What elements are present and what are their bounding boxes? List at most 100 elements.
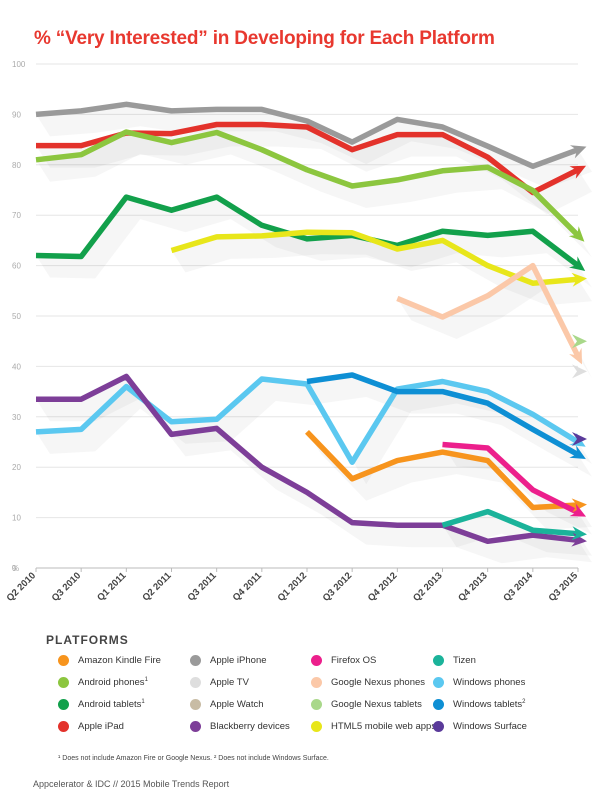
y-tick-label: 20 <box>12 463 21 472</box>
x-tick-label: Q1 2011 <box>95 570 129 604</box>
legend-label: Blackberry devices <box>210 721 290 732</box>
legend-label: Google Nexus tablets <box>331 699 422 710</box>
legend-item: Apple iPhone <box>190 655 267 666</box>
x-tick-label: Q3 2011 <box>186 570 220 604</box>
series-line-amazon-kindle-fire <box>305 429 579 511</box>
legend-label: Apple TV <box>210 677 249 688</box>
legend-item: Amazon Kindle Fire <box>58 655 161 666</box>
legend-swatch <box>190 677 201 688</box>
legend-swatch <box>311 721 322 732</box>
legend-label: HTML5 mobile web apps <box>331 721 437 732</box>
series-arrow-google-nexus-tablets <box>572 334 587 349</box>
series-line-tizen <box>441 508 579 537</box>
legend-label: Apple Watch <box>210 699 264 710</box>
legend-item: Apple TV <box>190 677 249 688</box>
legend-label: Firefox OS <box>331 655 377 666</box>
legend-swatch <box>190 721 201 732</box>
legend-footnote-mark: 2 <box>522 699 526 705</box>
y-axis-label: % <box>12 564 19 573</box>
legend-footnote-mark: 1 <box>141 699 145 705</box>
series-line-google-nexus-phones <box>396 262 581 358</box>
y-tick-label: 30 <box>12 413 21 422</box>
x-tick-label: Q4 2013 <box>456 570 490 604</box>
series-arrow-apple-iphone <box>569 145 587 159</box>
legend-swatch <box>433 677 444 688</box>
x-tick-label: Q2 2011 <box>140 570 174 604</box>
series-arrow-apple-tv <box>572 364 587 379</box>
legend-item: Firefox OS <box>311 655 376 666</box>
legend-item: Android tablets1 <box>58 699 145 710</box>
legend-label: Tizen <box>453 655 476 666</box>
legend-item: Blackberry devices <box>190 721 290 732</box>
series-arrow-tizen <box>571 526 587 541</box>
legend-label: Apple iPad <box>78 721 124 732</box>
legend-label: Windows tablets2 <box>453 699 526 711</box>
series-arrow-google-nexus-phones <box>569 347 583 365</box>
series-lines <box>35 101 581 545</box>
x-tick-label: Q2 2010 <box>5 570 39 604</box>
legend-item: Windows Surface <box>433 721 527 732</box>
line-chart: 0 10 20 30 40 50 60 70 80 90 100% Q2 2010 Q3 2010 Q1… <box>5 60 587 604</box>
legend-item: Tizen <box>433 655 476 666</box>
legend-swatch <box>190 699 201 710</box>
legend-title: PLATFORMS <box>46 633 129 647</box>
grid-lines <box>36 63 578 519</box>
legend-footnote-mark: 1 <box>144 677 148 683</box>
y-tick-label: 50 <box>12 312 21 321</box>
legend-swatch <box>433 721 444 732</box>
y-tick-label: 10 <box>12 514 21 523</box>
legend-item: Windows phones <box>433 677 525 688</box>
y-tick-label: 0 <box>12 564 17 573</box>
y-tick-label: 70 <box>12 211 21 220</box>
legend-label: Android tablets1 <box>78 699 145 711</box>
y-tick-label: 60 <box>12 262 21 271</box>
legend-item: Apple Watch <box>190 699 264 710</box>
legend-swatch <box>433 655 444 666</box>
legend-swatch <box>311 677 322 688</box>
legend-label: Windows Surface <box>453 721 527 732</box>
legend-item: HTML5 mobile web apps <box>311 721 436 732</box>
legend-swatch <box>58 677 69 689</box>
series-line-windows-phones <box>35 376 580 465</box>
series-line-windows-tablets <box>306 372 580 458</box>
y-axis: 0 10 20 30 40 50 60 70 80 90 100% <box>12 60 26 573</box>
series-arrow-amazon-kindle-fire <box>571 498 587 513</box>
series-arrow-apple-ipad <box>569 165 587 179</box>
y-tick-label: 100 <box>12 60 26 69</box>
legend-item: Android phones1 <box>58 677 148 688</box>
x-tick-label: Q1 2012 <box>276 570 310 604</box>
series-line-blackberry-devices <box>36 373 579 545</box>
series-arrow-html5-mobile-web-apps <box>571 272 587 287</box>
legend-swatch <box>58 699 69 711</box>
legend-label: Android phones1 <box>78 677 148 689</box>
legend-swatch <box>433 699 444 711</box>
x-axis: Q2 2010 Q3 2010 Q1 2011 Q2 2011 Q3 2011 Q4 20… <box>5 567 581 604</box>
legend-label: Apple iPhone <box>210 655 267 666</box>
chart-title: % “Very Interested” in Developing for Ea… <box>34 28 495 49</box>
legend-item: Google Nexus phones <box>311 677 425 688</box>
legend-label: Windows phones <box>453 677 526 688</box>
legend-swatch <box>58 655 69 666</box>
footnote: ¹ Does not include Amazon Fire or Google… <box>58 755 329 762</box>
legend-item: Windows tablets2 <box>433 699 526 710</box>
series-line-android-phones <box>35 129 580 238</box>
series-arrow-windows-tablets <box>569 445 586 459</box>
x-tick-label: Q2 2013 <box>411 570 445 604</box>
legend-label: Amazon Kindle Fire <box>78 655 161 666</box>
x-tick-label: Q3 2012 <box>321 570 355 604</box>
series-line-android-tablets <box>35 194 580 268</box>
series-end-arrows <box>568 145 587 547</box>
legend-swatch <box>311 655 322 666</box>
series-line-firefox-os <box>442 441 580 516</box>
x-tick-label: Q3 2014 <box>501 570 535 604</box>
legend-swatch <box>58 721 69 732</box>
legend-label: Google Nexus phones <box>331 677 426 688</box>
x-tick-label: Q4 2012 <box>366 570 400 604</box>
y-tick-label: 90 <box>12 110 21 119</box>
series-line-html5-mobile-web-apps <box>170 229 579 286</box>
legend-item: Google Nexus tablets <box>311 699 422 710</box>
series-arrow-firefox-os <box>569 503 587 517</box>
source-credit: Appcelerator & IDC // 2015 Mobile Trends… <box>33 779 230 789</box>
legend-item: Apple iPad <box>58 721 124 732</box>
y-tick-label: 40 <box>12 362 21 371</box>
